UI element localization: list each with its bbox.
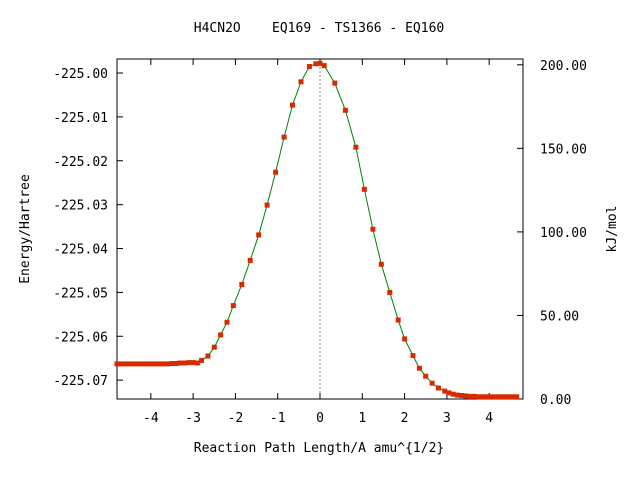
- y-tick-label: -225.05: [53, 286, 108, 301]
- data-point: [139, 361, 145, 367]
- data-point: [353, 144, 359, 150]
- data-point: [123, 361, 128, 367]
- y-tick-label: -225.06: [53, 330, 108, 345]
- y-tick-label: -225.03: [53, 199, 108, 214]
- y-tick-label: -225.00: [53, 67, 108, 82]
- data-point: [370, 226, 376, 232]
- data-point: [118, 361, 124, 367]
- data-point: [435, 385, 441, 391]
- data-point: [423, 373, 429, 379]
- data-point: [332, 80, 338, 86]
- data-point: [493, 394, 498, 400]
- data-point: [454, 392, 460, 398]
- data-point: [173, 361, 179, 366]
- data-point: [321, 63, 327, 69]
- data-point: [114, 361, 120, 367]
- y-tick-label: -225.01: [53, 111, 108, 126]
- data-point: [290, 102, 295, 108]
- data-point: [194, 360, 200, 366]
- energy-profile-line: [117, 62, 517, 398]
- x-tick-label: 4: [485, 411, 493, 426]
- data-point: [156, 361, 162, 367]
- data-point: [148, 361, 154, 367]
- data-point: [484, 394, 490, 400]
- data-point: [476, 394, 482, 400]
- data-point: [273, 169, 279, 175]
- x-tick-label: 2: [401, 411, 409, 426]
- y2-tick-label: 150.00: [540, 142, 587, 157]
- data-point: [264, 202, 270, 208]
- data-point: [497, 394, 503, 400]
- data-point: [224, 319, 230, 325]
- data-point: [190, 360, 196, 366]
- x-tick-label: 3: [443, 411, 451, 426]
- data-point: [186, 360, 192, 366]
- x-tick-label: 1: [358, 411, 366, 426]
- data-point: [395, 317, 401, 323]
- data-point: [416, 365, 422, 371]
- y-tick-label: -225.02: [53, 155, 108, 170]
- y-tick-label: -225.04: [53, 243, 108, 258]
- data-point: [218, 332, 224, 338]
- y2-tick-label: 200.00: [540, 59, 587, 74]
- data-point: [298, 79, 304, 85]
- data-point: [131, 361, 137, 367]
- data-point: [313, 61, 319, 67]
- data-point: [239, 282, 245, 287]
- data-point: [471, 393, 477, 399]
- data-point: [509, 394, 515, 400]
- data-point: [442, 388, 448, 394]
- y2-tick-label: 50.00: [540, 309, 579, 324]
- data-point: [480, 394, 486, 400]
- data-point: [205, 353, 211, 359]
- data-point: [152, 361, 158, 367]
- data-point: [488, 394, 494, 400]
- y2-axis-label: kJ/mol: [605, 206, 620, 253]
- data-point: [135, 361, 141, 367]
- data-point: [165, 361, 171, 367]
- plot-area: -4 -3 -2 -1 0 1 2 3 4 -225.00 -225.01 -225.02 -225.0…: [53, 58, 587, 426]
- x-tick-label: 0: [316, 411, 324, 426]
- y-axis-label: Energy/Hartree: [18, 174, 33, 284]
- data-point: [459, 393, 465, 398]
- data-point: [410, 353, 416, 359]
- data-point: [402, 336, 408, 342]
- y-tick-label: -225.07: [53, 374, 108, 389]
- data-point: [199, 357, 205, 363]
- data-point: [505, 394, 511, 400]
- data-point: [446, 390, 452, 396]
- data-point: [127, 361, 133, 367]
- data-point: [342, 107, 348, 113]
- data-point: [378, 261, 384, 267]
- data-point: [230, 303, 236, 309]
- data-point: [211, 344, 217, 350]
- data-point: [169, 361, 175, 366]
- x-tick-label: -2: [228, 411, 244, 426]
- data-point: [144, 361, 150, 367]
- data-point: [281, 134, 287, 140]
- x-tick-label: -4: [143, 411, 159, 426]
- data-point: [256, 232, 262, 238]
- data-point: [467, 393, 473, 399]
- data-point: [247, 257, 253, 263]
- data-point: [182, 360, 188, 366]
- x-axis-label: Reaction Path Length/A amu^{1/2}: [194, 441, 444, 456]
- chart-title: H4CN2O EQ169 - TS1366 - EQ160: [194, 21, 444, 36]
- data-point: [177, 360, 183, 366]
- data-point: [361, 186, 367, 192]
- data-point: [514, 394, 520, 400]
- y2-tick-label: 0.00: [540, 393, 571, 408]
- data-point: [429, 380, 435, 386]
- data-point: [463, 393, 469, 399]
- data-point: [501, 394, 507, 400]
- data-point: [306, 64, 312, 69]
- data-point: [450, 391, 456, 397]
- data-point: [317, 60, 323, 66]
- data-point: [161, 361, 166, 367]
- x-tick-label: -1: [270, 411, 286, 426]
- data-point: [387, 289, 393, 295]
- y2-tick-label: 100.00: [540, 226, 587, 241]
- x-tick-label: -3: [185, 411, 201, 426]
